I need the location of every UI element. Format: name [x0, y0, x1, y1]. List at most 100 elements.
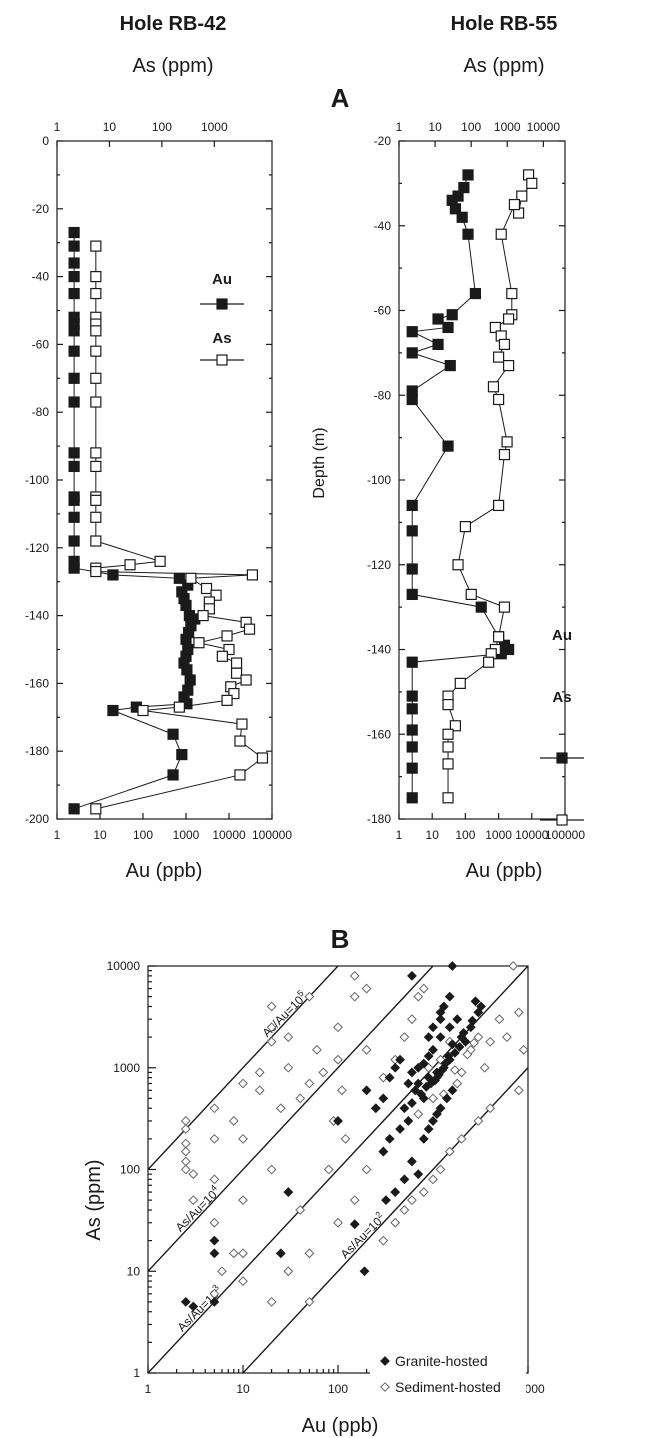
legend-a1-au-marker: [216, 298, 228, 310]
chart-b-point-granite: [465, 1022, 476, 1033]
chart-b-point-granite: [410, 1085, 421, 1096]
chart-b-point-sediment: [418, 983, 429, 994]
chart-b-point-sediment: [283, 1062, 294, 1073]
chart-b-point-sediment: [217, 1266, 227, 1277]
chart-b-x-label: Au (ppb): [302, 1415, 379, 1437]
chart-b-point-sediment: [209, 1133, 220, 1144]
chart-a2-point-as: [495, 228, 507, 240]
chart-b-point-sediment: [304, 1078, 315, 1089]
chart-b-point-sediment: [413, 991, 424, 1002]
panel-b-label: B: [331, 924, 350, 954]
chart-b-y-tick-label: 10000: [107, 959, 141, 973]
chart-b-ratio-label-100000: As/Au=105: [258, 988, 310, 1040]
chart-b-point-sediment: [361, 1164, 372, 1175]
chart-a1-point-au: [68, 562, 80, 574]
chart-a2-point-as: [442, 792, 454, 804]
chart-a1-point-au: [68, 257, 80, 269]
chart-a1-point-au: [68, 494, 80, 506]
chart-b-point-granite: [275, 1248, 286, 1259]
chart-b-point-sediment: [449, 1065, 460, 1075]
chart-b-point-sediment: [494, 1014, 505, 1025]
legend-b-bg: [370, 1350, 526, 1400]
chart-a1-point-au: [68, 325, 80, 337]
chart-b-point-sediment: [399, 1032, 410, 1043]
chart-a2-point-as: [487, 381, 500, 393]
chart-b-y-tick-label: 1000: [113, 1061, 140, 1075]
chart-a1-point-as: [173, 701, 185, 713]
chart-a1-point-as: [90, 460, 102, 473]
chart-b-point-granite: [407, 1098, 417, 1108]
chart-a1-point-au: [167, 728, 179, 740]
chart-a2-point-au: [406, 326, 418, 338]
chart-a2-point-as: [502, 359, 515, 372]
chart-a2-point-au: [406, 588, 418, 601]
chart-a1-point-as: [223, 643, 235, 656]
chart-a2-y-tick-label: -60: [374, 304, 392, 318]
chart-a1-point-as: [90, 803, 102, 815]
chart-a2-point-as: [493, 499, 505, 512]
chart-b-point-granite: [437, 1065, 448, 1075]
chart-a1-point-au: [68, 447, 80, 459]
chart-a1-point-as: [90, 535, 102, 547]
chart-a1-y-tick-label: -40: [32, 270, 50, 284]
chart-b-point-granite: [378, 1093, 389, 1104]
chart-b-point-sediment: [337, 1085, 347, 1096]
chart-b-point-granite: [423, 1124, 434, 1134]
chart-b-point-granite: [447, 961, 458, 971]
chart-a2-point-as: [493, 393, 505, 406]
chart-b-point-sediment: [312, 1044, 322, 1055]
chart-b-point-granite: [467, 1015, 478, 1026]
chart-a1-point-as: [200, 582, 213, 595]
chart-b-point-granite: [447, 1085, 458, 1096]
chart-b-point-granite: [449, 1047, 460, 1058]
chart-b-point-granite: [384, 1072, 395, 1083]
chart-a1-point-au: [180, 633, 192, 645]
chart-a1-point-au: [184, 674, 196, 686]
chart-a1-y-tick-label: 0: [42, 134, 49, 148]
chart-b-point-sediment: [238, 1248, 248, 1259]
chart-b-point-granite: [403, 1116, 414, 1126]
chart-a2-point-as: [502, 313, 515, 325]
chart-b-point-sediment: [254, 1067, 265, 1078]
chart-b-point-sediment: [323, 1164, 334, 1175]
chart-b-point-granite: [378, 1146, 389, 1157]
chart-b-point-granite: [454, 1042, 465, 1052]
chart-a1-x2-tick-label: 1: [54, 120, 61, 134]
chart-b-point-granite: [416, 1089, 427, 1100]
chart-a2-point-au: [406, 690, 418, 702]
chart-b-point-granite: [359, 1266, 370, 1277]
chart-a2-point-as: [452, 559, 464, 571]
chart-b-point-sediment: [228, 1116, 239, 1126]
chart-a1-point-au: [167, 769, 179, 781]
chart-a2-point-as: [483, 656, 495, 668]
chart-a1-point-as: [137, 704, 149, 717]
chart-b-point-sediment: [349, 1195, 360, 1206]
chart-a1-x-tick-label: 10000: [212, 828, 246, 842]
chart-b-point-granite: [390, 1187, 401, 1197]
chart-a2-point-as: [493, 631, 505, 643]
chart-a1-title: Hole RB-42: [120, 13, 227, 35]
chart-a2-point-as: [454, 677, 466, 690]
chart-b-point-granite: [370, 1103, 381, 1114]
chart-a2-point-au: [406, 792, 418, 804]
chart-b-y-tick-label: 100: [120, 1163, 140, 1177]
chart-b-point-granite: [407, 1067, 417, 1078]
chart-b-point-granite: [444, 1022, 455, 1033]
chart-a2-y-label: Depth (m): [311, 427, 328, 498]
chart-a1-point-au: [68, 345, 80, 357]
chart-b-point-granite: [418, 1133, 429, 1144]
chart-a1-point-au: [68, 396, 80, 408]
chart-a1-x-tick-label: 10: [93, 828, 107, 842]
chart-b-point-granite: [432, 1109, 442, 1120]
legend-a2-as-label: As: [552, 689, 571, 706]
chart-a1-point-au: [68, 226, 80, 239]
chart-b-point-sediment: [180, 1116, 191, 1126]
legend-b-granite-label: Granite-hosted: [395, 1353, 488, 1369]
chart-b-point-sediment: [513, 1007, 524, 1018]
chart-a1-point-as: [221, 694, 233, 706]
chart-a1-y-tick-label: -140: [25, 609, 49, 623]
chart-b-point-granite: [413, 1062, 424, 1073]
chart-b-point-granite: [399, 1174, 410, 1185]
chart-b-point-sediment: [283, 1266, 294, 1277]
chart-b-point-granite: [435, 1032, 446, 1043]
